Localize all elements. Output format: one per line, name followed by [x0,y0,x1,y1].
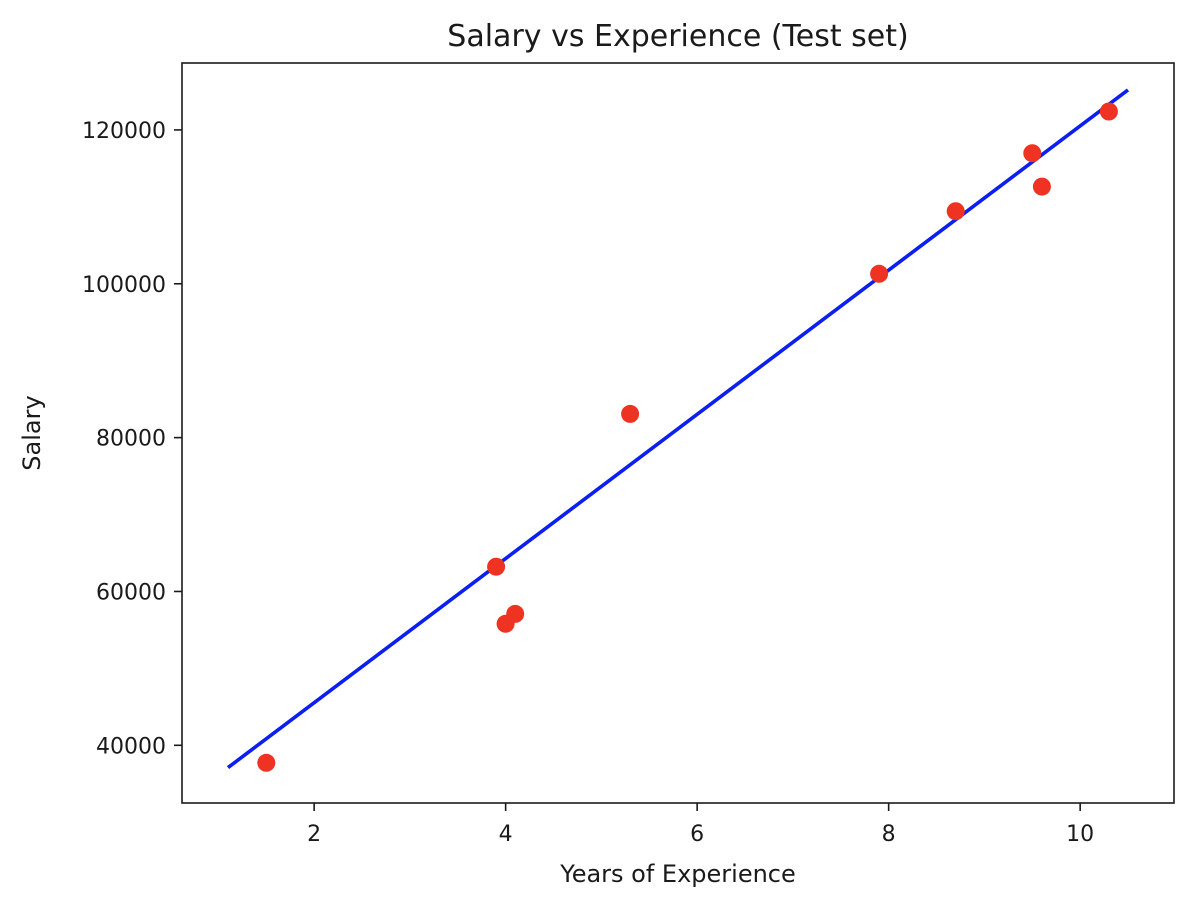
y-axis-label: Salary [18,395,46,470]
data-point [870,264,889,283]
y-tick-label: 40000 [96,734,166,759]
data-point [1032,177,1051,196]
y-tick-label: 80000 [96,427,166,452]
x-tick-label: 6 [690,822,704,847]
x-axis-label: Years of Experience [559,860,796,888]
data-point [1023,144,1042,163]
x-axis-ticks: 2 4 6 8 10 [307,803,1094,847]
y-tick-label: 60000 [96,580,166,605]
y-axis-ticks: 40000 60000 80000 100000 120000 [82,119,182,759]
data-point [946,202,965,221]
scatter-points-layer [257,102,1118,772]
x-tick-label: 8 [882,822,896,847]
regression-line [226,88,1130,770]
plot-frame [181,62,1175,804]
data-point [257,753,276,772]
x-tick-label: 4 [499,822,513,847]
data-point [1099,102,1118,121]
y-tick-label: 120000 [82,119,166,144]
chart-title: Salary vs Experience (Test set) [447,19,908,54]
regression-line-layer [226,88,1130,770]
data-point [621,404,640,423]
y-tick-label: 100000 [82,273,166,298]
x-tick-label: 10 [1066,822,1094,847]
data-point [487,557,506,576]
x-tick-label: 2 [307,822,321,847]
data-point [506,604,525,623]
